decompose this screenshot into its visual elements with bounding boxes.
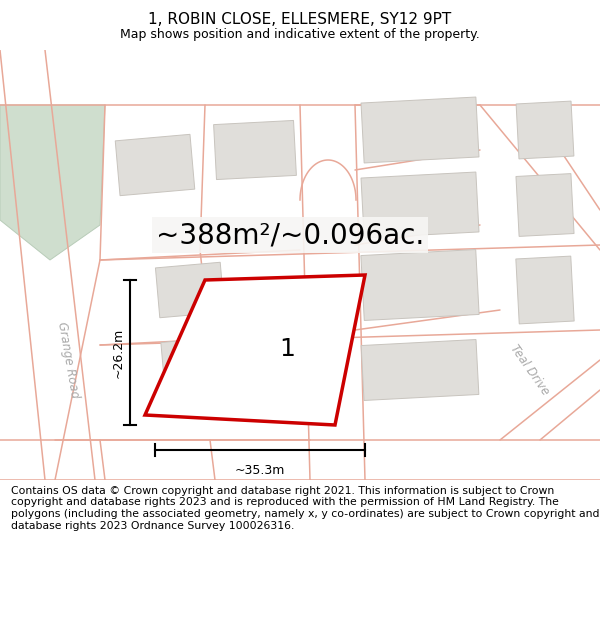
Text: ~35.3m: ~35.3m (235, 464, 285, 477)
Text: Teal Drive: Teal Drive (508, 342, 552, 398)
Polygon shape (115, 134, 195, 196)
Text: Map shows position and indicative extent of the property.: Map shows position and indicative extent… (120, 28, 480, 41)
Polygon shape (361, 339, 479, 401)
Polygon shape (145, 275, 365, 425)
Text: Contains OS data © Crown copyright and database right 2021. This information is : Contains OS data © Crown copyright and d… (11, 486, 599, 531)
Text: ~26.2m: ~26.2m (112, 328, 125, 378)
Polygon shape (155, 262, 224, 318)
Polygon shape (361, 249, 479, 321)
Text: 1: 1 (280, 337, 295, 361)
Polygon shape (0, 50, 100, 480)
Polygon shape (0, 105, 105, 260)
Text: Grange Road: Grange Road (55, 321, 81, 399)
Polygon shape (516, 256, 574, 324)
Polygon shape (516, 174, 574, 236)
Polygon shape (516, 101, 574, 159)
Polygon shape (214, 121, 296, 179)
Text: ~388m²/~0.096ac.: ~388m²/~0.096ac. (156, 221, 424, 249)
Text: 1, ROBIN CLOSE, ELLESMERE, SY12 9PT: 1, ROBIN CLOSE, ELLESMERE, SY12 9PT (148, 12, 452, 28)
Polygon shape (161, 338, 219, 382)
Polygon shape (361, 97, 479, 163)
Text: Robin Close: Robin Close (319, 324, 341, 396)
Polygon shape (361, 172, 479, 238)
